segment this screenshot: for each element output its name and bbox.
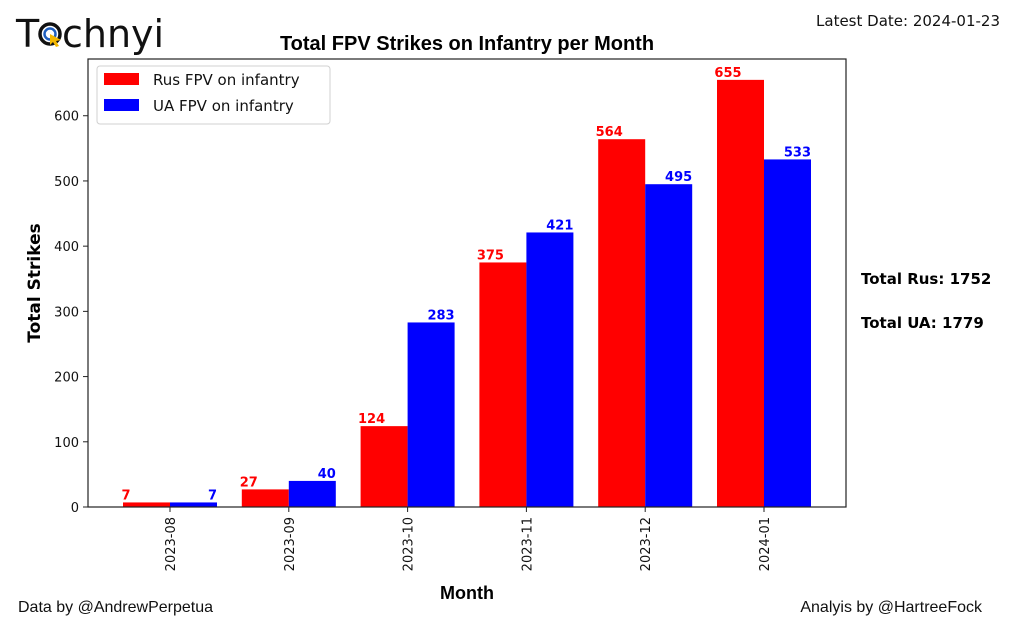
data-credit: Data by @AndrewPerpetua (18, 599, 213, 616)
total-rus: Total Rus: 1752 (861, 270, 991, 288)
x-tick-label: 2023-08 (164, 517, 179, 571)
bar-rus-2024-01 (717, 79, 764, 507)
legend-swatch-ua (104, 99, 139, 111)
axes-frame (87, 58, 847, 508)
x-axis-label: Month (440, 583, 494, 603)
bar-labels-layer: 7 27 124 375 564 655 7 40 283 421 495 533 (121, 66, 811, 504)
bar-label-ua-2023-12: 495 (665, 170, 692, 185)
bar-label-rus-2023-12: 564 (596, 125, 623, 140)
total-ua: Total UA: 1779 (861, 314, 984, 332)
legend-box (96, 65, 331, 125)
logo-text-start: T (15, 12, 40, 56)
bar-rus-2023-12 (598, 139, 646, 508)
x-tick-label: 2024-01 (758, 517, 773, 571)
bar-ua-2023-10 (407, 322, 455, 507)
y-tick-label: 0 (71, 501, 79, 516)
legend-label-ua: UA FPV on infantry (153, 97, 294, 115)
bar-label-ua-2023-09: 40 (318, 467, 336, 482)
legend-label-rus: Rus FPV on infantry (153, 71, 300, 89)
bars-layer (123, 79, 811, 508)
bar-label-rus-2023-09: 27 (240, 475, 258, 490)
x-tick-label: 2023-10 (402, 517, 417, 571)
y-axis-ticks: 0 100 200 300 400 500 600 (54, 110, 88, 516)
bar-ua-2023-08 (170, 502, 217, 507)
bar-ua-2023-11 (526, 232, 574, 507)
bar-rus-2023-09 (241, 489, 289, 507)
bar-label-ua-2023-08: 7 (208, 488, 217, 503)
technyi-logo: T chnyi (15, 12, 164, 56)
y-tick-label: 600 (54, 110, 79, 125)
analysis-credit: Analyis by @HartreeFock (800, 599, 983, 616)
bar-rus-2023-08 (123, 502, 170, 507)
bar-label-ua-2024-01: 533 (784, 145, 811, 160)
legend-swatch-rus (104, 73, 139, 85)
bar-ua-2023-12 (645, 184, 693, 507)
chart-title: Total FPV Strikes on Infantry per Month (280, 33, 654, 55)
y-axis-label: Total Strikes (25, 223, 45, 342)
bar-rus-2023-10 (360, 426, 408, 507)
bar-label-ua-2023-10: 283 (427, 308, 454, 323)
x-axis-ticks: 2023-08 2023-09 2023-10 2023-11 2023-12 2024-… (164, 507, 773, 571)
target-cursor-icon (38, 22, 62, 47)
bar-ua-2023-09 (288, 480, 336, 507)
bar-label-rus-2023-11: 375 (477, 248, 504, 263)
x-tick-label: 2023-09 (283, 517, 298, 571)
bar-rus-2023-11 (479, 262, 527, 507)
x-tick-label: 2023-12 (639, 517, 654, 571)
bar-ua-2024-01 (764, 159, 811, 507)
logo-text-end: chnyi (62, 12, 164, 56)
bar-label-rus-2023-10: 124 (358, 412, 385, 427)
y-tick-label: 300 (54, 305, 79, 320)
bar-label-ua-2023-11: 421 (546, 218, 573, 233)
bar-label-rus-2024-01: 655 (714, 66, 741, 81)
x-tick-label: 2023-11 (520, 517, 535, 571)
y-tick-label: 100 (54, 436, 79, 451)
latest-date: Latest Date: 2024-01-23 (816, 12, 1000, 30)
legend: Rus FPV on infantry UA FPV on infantry (96, 65, 331, 125)
y-tick-label: 400 (54, 240, 79, 255)
bar-label-rus-2023-08: 7 (121, 488, 130, 503)
y-tick-label: 200 (54, 371, 79, 386)
y-tick-label: 500 (54, 175, 79, 190)
